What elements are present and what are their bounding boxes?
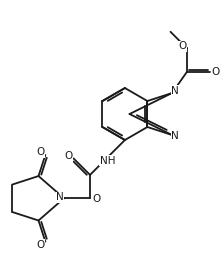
Text: O: O (64, 151, 73, 161)
Text: O: O (36, 239, 44, 249)
Text: O: O (92, 194, 100, 204)
Text: NH: NH (100, 156, 115, 166)
Text: N: N (171, 131, 179, 141)
Text: O: O (211, 67, 220, 77)
Text: O: O (178, 41, 186, 51)
Text: N: N (56, 192, 64, 202)
Text: N: N (171, 86, 179, 96)
Text: O: O (36, 147, 44, 157)
